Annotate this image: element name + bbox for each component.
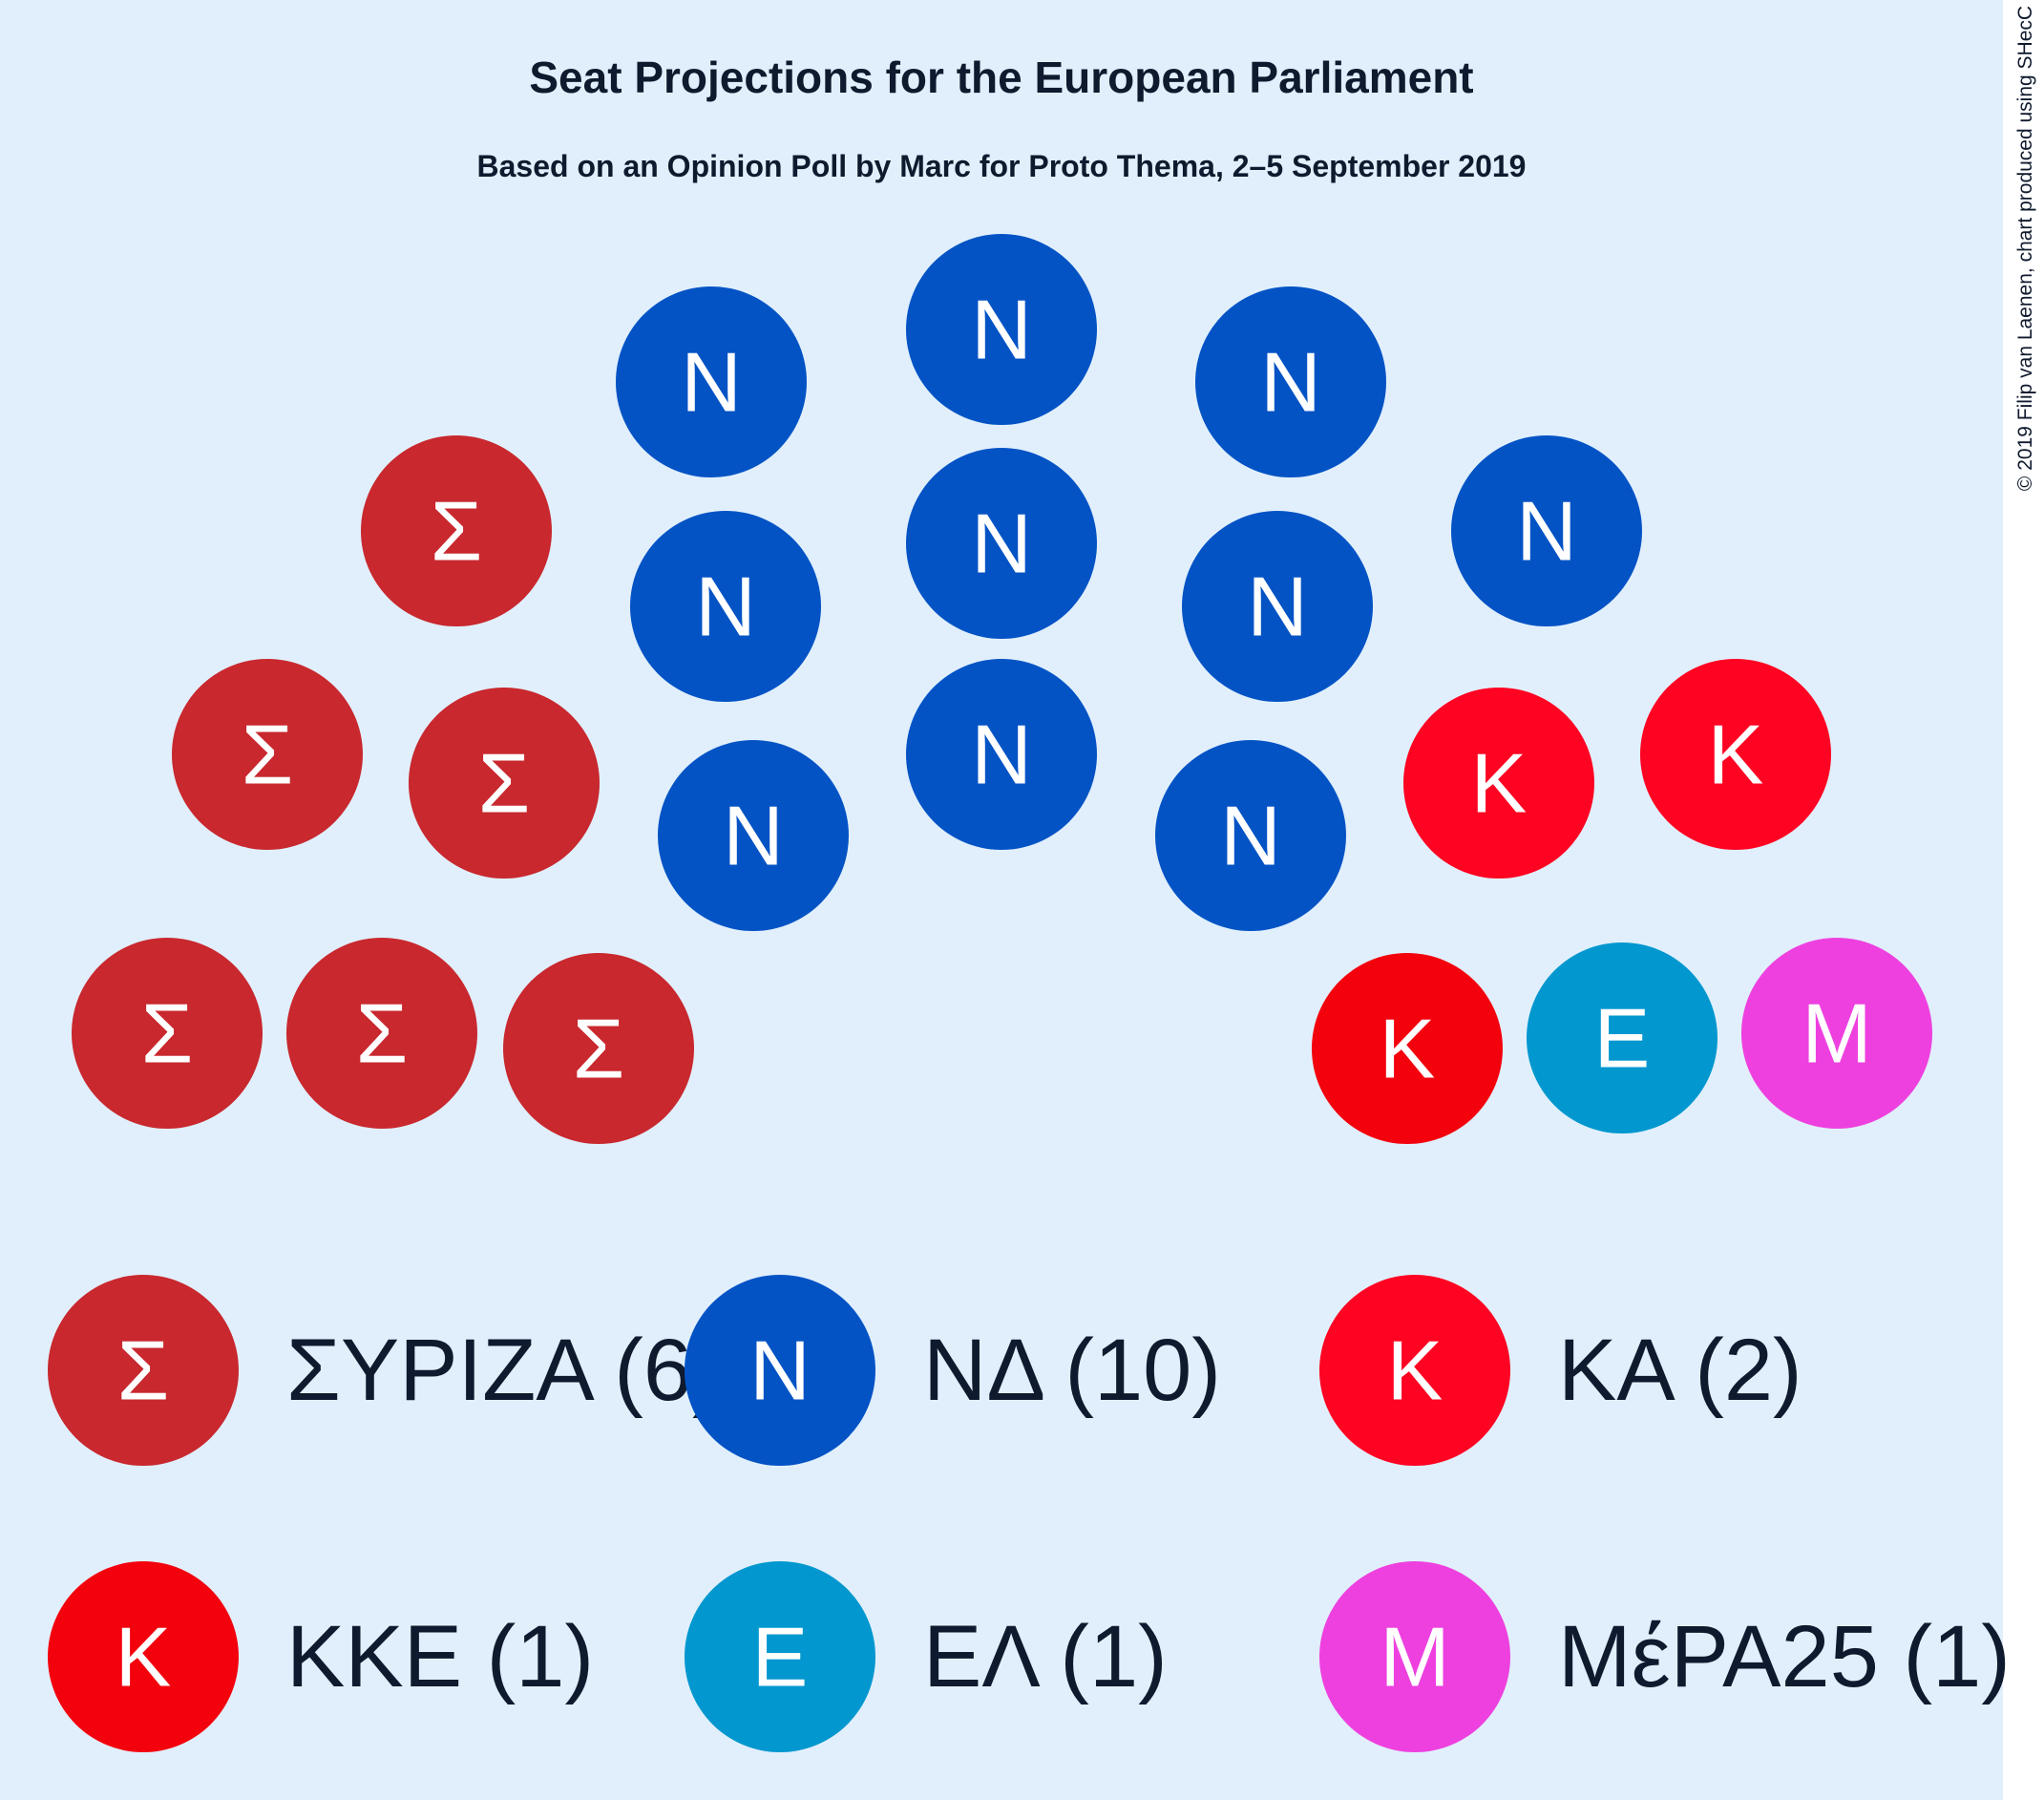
seat-syriza: Σ (361, 435, 552, 626)
seat-syriza-letter: Σ (431, 484, 482, 579)
seat-kke-circle (1312, 953, 1503, 1144)
seat-syriza: Σ (286, 938, 477, 1129)
seat-nd-circle (906, 659, 1097, 850)
seat-nd-letter: N (695, 560, 756, 654)
seat-syriza-circle (361, 435, 552, 626)
seat-syriza-letter: Σ (141, 986, 193, 1081)
seat-nd-letter: N (1260, 335, 1321, 430)
seat-syriza-circle (72, 938, 263, 1129)
seat-el-circle (1527, 942, 1717, 1133)
seat-nd: N (906, 234, 1097, 425)
seat-syriza-letter: Σ (573, 1002, 624, 1096)
legend-swatch-kke-circle (48, 1561, 239, 1752)
legend-label-nd: ΝΔ (10) (923, 1322, 1221, 1419)
legend-swatch-ka: K (1319, 1275, 1510, 1466)
seat-ka-letter: K (1708, 708, 1764, 802)
seat-nd-circle (1155, 740, 1346, 931)
seat-syriza-circle (409, 688, 600, 879)
legend-swatch-syriza-letter: Σ (117, 1324, 169, 1418)
seat-mera25: M (1741, 938, 1932, 1129)
seat-nd: N (1451, 435, 1642, 626)
legend-swatch-el-letter: E (752, 1610, 809, 1705)
legend-swatch-ka-circle (1319, 1275, 1510, 1466)
legend-item-kke: K ΚΚΕ (1) (48, 1561, 594, 1752)
legend-label-mera25: ΜέΡΑ25 (1) (1558, 1608, 2011, 1705)
seat-nd-letter: N (971, 708, 1032, 802)
seat-syriza-circle (503, 953, 694, 1144)
chart-legend: Σ ΣΥΡΙΖΑ (6) N ΝΔ (10) K ΚΑ (2) K ΚΚΕ (1) E ΕΛ (1… (48, 1275, 2011, 1752)
seat-nd: N (1182, 511, 1373, 702)
seat-nd: N (658, 740, 849, 931)
seat-nd-circle (616, 286, 807, 477)
legend-item-mera25: M ΜέΡΑ25 (1) (1319, 1561, 2011, 1752)
seat-nd: N (906, 448, 1097, 639)
seat-nd-circle (1451, 435, 1642, 626)
seat-ka: K (1640, 659, 1831, 850)
seat-ka-circle (1640, 659, 1831, 850)
legend-item-syriza: Σ ΣΥΡΙΖΑ (6) (48, 1275, 722, 1466)
seat-hemicycle: Σ Σ Σ Σ Σ Σ N N N N N N N N N N K K K E M (72, 234, 1932, 1144)
legend-item-ka: K ΚΑ (2) (1319, 1275, 1802, 1466)
seat-mera25-circle (1741, 938, 1932, 1129)
seat-nd-circle (906, 448, 1097, 639)
seat-nd: N (630, 511, 821, 702)
seat-nd-circle (630, 511, 821, 702)
seat-nd-circle (906, 234, 1097, 425)
legend-label-syriza: ΣΥΡΙΖΑ (6) (286, 1322, 722, 1419)
seat-nd-letter: N (1516, 484, 1577, 579)
seat-nd: N (1195, 286, 1386, 477)
seat-syriza: Σ (72, 938, 263, 1129)
seat-ka-letter: K (1471, 736, 1528, 831)
seat-nd-letter: N (723, 789, 784, 883)
seat-kke-letter: K (1380, 1002, 1436, 1096)
seat-mera25-letter: M (1802, 986, 1871, 1081)
seat-syriza-circle (286, 938, 477, 1129)
legend-swatch-nd-circle (685, 1275, 875, 1466)
seat-syriza-circle (172, 659, 363, 850)
seat-nd-letter: N (681, 335, 742, 430)
legend-swatch-kke: K (48, 1561, 239, 1752)
seat-nd-circle (1195, 286, 1386, 477)
seat-nd-circle (658, 740, 849, 931)
seat-el-letter: E (1594, 991, 1651, 1086)
seat-el: E (1527, 942, 1717, 1133)
seat-ka: K (1403, 688, 1594, 879)
legend-label-ka: ΚΑ (2) (1558, 1322, 1802, 1419)
legend-swatch-nd-letter: N (749, 1324, 811, 1418)
seat-syriza: Σ (503, 953, 694, 1144)
legend-label-kke: ΚΚΕ (1) (286, 1608, 594, 1705)
legend-swatch-mera25: M (1319, 1561, 1510, 1752)
chart-subtitle: Based on an Opinion Poll by Marc for Pro… (477, 149, 1527, 183)
chart-title: Seat Projections for the European Parlia… (529, 53, 1473, 102)
seat-nd-letter: N (971, 497, 1032, 591)
seat-syriza-letter: Σ (478, 736, 530, 831)
legend-item-nd: N ΝΔ (10) (685, 1275, 1221, 1466)
legend-item-el: E ΕΛ (1) (685, 1561, 1168, 1752)
legend-swatch-el-circle (685, 1561, 875, 1752)
copyright-note: © 2019 Filip van Laenen, chart produced … (2014, 6, 2036, 491)
seat-nd-letter: N (1247, 560, 1308, 654)
legend-label-el: ΕΛ (1) (923, 1608, 1168, 1705)
seat-syriza-letter: Σ (242, 708, 293, 802)
seat-syriza: Σ (409, 688, 600, 879)
legend-swatch-ka-letter: K (1387, 1324, 1443, 1418)
legend-swatch-syriza-circle (48, 1275, 239, 1466)
seat-nd: N (906, 659, 1097, 850)
seat-nd-letter: N (1220, 789, 1281, 883)
seat-syriza: Σ (172, 659, 363, 850)
legend-swatch-nd: N (685, 1275, 875, 1466)
legend-swatch-mera25-letter: M (1380, 1610, 1449, 1705)
legend-swatch-kke-letter: K (116, 1610, 172, 1705)
seat-nd: N (616, 286, 807, 477)
seat-nd: N (1155, 740, 1346, 931)
seat-nd-letter: N (971, 283, 1032, 377)
legend-swatch-syriza: Σ (48, 1275, 239, 1466)
seat-kke: K (1312, 953, 1503, 1144)
seat-nd-circle (1182, 511, 1373, 702)
legend-swatch-mera25-circle (1319, 1561, 1510, 1752)
seat-ka-circle (1403, 688, 1594, 879)
legend-swatch-el: E (685, 1561, 875, 1752)
seat-syriza-letter: Σ (356, 986, 408, 1081)
